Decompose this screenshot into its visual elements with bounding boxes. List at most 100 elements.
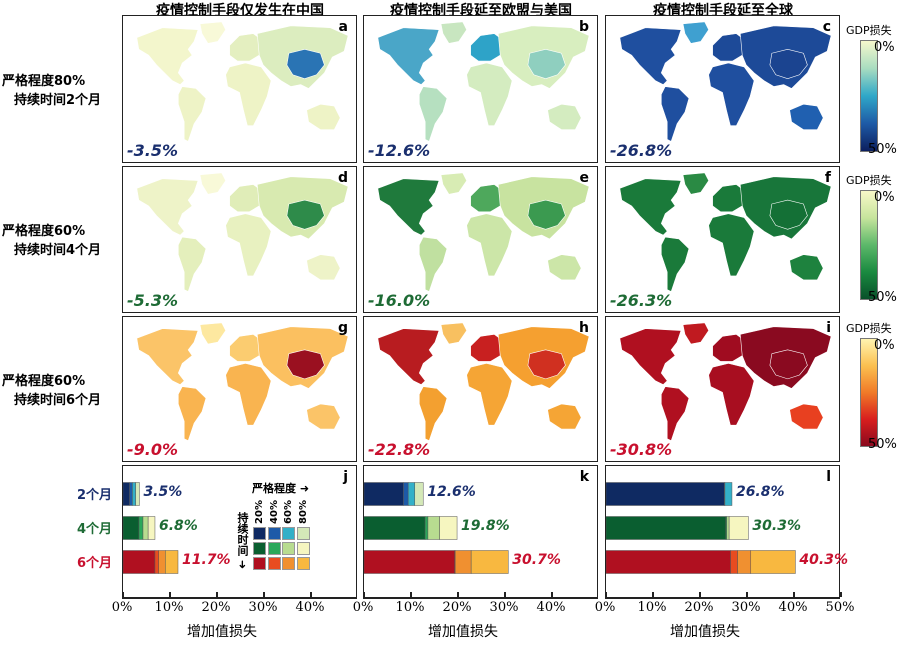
bar-segment-severity-20 — [606, 550, 731, 574]
bar-segment-severity-80 — [470, 550, 509, 574]
x-tick-label: 50% — [825, 600, 855, 615]
bar-chart — [123, 482, 179, 574]
region-europe — [470, 33, 503, 62]
region-australia — [547, 403, 582, 430]
region-north-america — [136, 178, 199, 236]
bar-segment-severity-60 — [132, 482, 136, 506]
region-africa — [708, 213, 755, 277]
region-greenland — [682, 172, 710, 195]
world-map — [136, 21, 349, 142]
region-australia — [547, 103, 582, 130]
gdp-loss-total: -22.8% — [368, 440, 431, 459]
map-panel-h: h -22.8% — [363, 316, 598, 462]
region-china — [286, 349, 325, 380]
region-australia — [789, 254, 824, 281]
x-tick — [216, 592, 218, 597]
region-australia — [789, 403, 824, 430]
bar-segment-severity-60 — [142, 516, 149, 540]
map-panel-g: g -9.0% — [122, 316, 357, 462]
bar-segment-severity-60 — [427, 516, 440, 540]
world-map — [619, 322, 832, 442]
x-tick — [410, 592, 412, 597]
bar-segment-severity-60 — [737, 550, 752, 574]
region-north-america — [377, 328, 440, 385]
x-tick-label: 40% — [778, 600, 808, 615]
colorbar-min-label: 0% — [874, 338, 895, 353]
map-panel-a: a -3.5% — [122, 15, 357, 163]
region-australia — [789, 103, 824, 130]
panel-letter: f — [824, 170, 831, 186]
legend-swatch — [253, 542, 266, 555]
region-australia — [306, 103, 341, 130]
region-africa — [708, 363, 755, 426]
region-south-america — [660, 236, 690, 292]
x-axis-line — [605, 597, 840, 599]
region-europe — [470, 334, 503, 362]
world-map — [377, 172, 590, 292]
region-africa — [225, 213, 272, 277]
colorbar — [860, 190, 878, 300]
x-tick-label: 30% — [489, 600, 519, 615]
bar-segment-severity-20 — [123, 550, 156, 574]
x-tick-label: 0% — [352, 600, 374, 615]
world-map — [377, 21, 590, 142]
bar-segment-severity-80 — [728, 516, 749, 540]
bar-panel-l: l 26.8% 30.3% 40.3% — [605, 465, 848, 597]
region-greenland — [682, 322, 710, 345]
bar-segment-severity-80 — [165, 550, 179, 574]
region-africa — [708, 62, 755, 127]
colorbar-max-label: 50% — [868, 290, 897, 305]
row-label-2: 严格程度60% 持续时间4个月 — [2, 222, 120, 260]
bar-segment-severity-80 — [439, 516, 458, 540]
legend-swatch — [253, 557, 266, 570]
region-china — [769, 349, 808, 380]
region-china — [769, 49, 808, 80]
gdp-loss-total: -5.3% — [127, 291, 179, 310]
row-duration: 持续时间6个月 — [14, 393, 102, 408]
bar-segment-severity-80 — [147, 516, 156, 540]
bar-total-label: 3.5% — [143, 484, 183, 500]
x-tick-label: 20% — [201, 600, 231, 615]
panel-letter: g — [337, 320, 348, 336]
x-tick-label: 20% — [442, 600, 472, 615]
legend-swatch — [267, 527, 281, 540]
region-south-america — [177, 86, 207, 142]
x-axis-label: 增加值损失 — [428, 624, 498, 640]
region-south-america — [418, 236, 448, 292]
bar-segment-severity-20 — [364, 550, 455, 574]
bar-chart — [606, 482, 796, 574]
x-tick-label: 20% — [684, 600, 714, 615]
gdp-loss-total: -16.0% — [368, 291, 431, 310]
x-tick — [551, 592, 553, 597]
bar-segment-severity-60 — [724, 482, 733, 506]
region-china — [527, 49, 566, 80]
x-tick-label: 40% — [295, 600, 325, 615]
bar-segment-severity-20 — [606, 516, 727, 540]
x-tick — [457, 592, 459, 597]
legend-swatch — [296, 527, 310, 540]
bar-total-label: 12.6% — [427, 484, 476, 500]
bar-segment-severity-20 — [123, 482, 130, 506]
gdp-loss-total: -26.3% — [610, 291, 673, 310]
panel-letter: k — [579, 469, 589, 485]
region-china — [286, 49, 325, 80]
colorbar-title: GDP损失 — [846, 174, 892, 187]
region-north-america — [136, 27, 199, 85]
region-africa — [466, 363, 513, 426]
world-map — [619, 172, 832, 292]
region-europe — [712, 334, 745, 362]
gdp-loss-total: -30.8% — [610, 440, 673, 459]
bar-segment-severity-40 — [403, 482, 409, 506]
region-south-america — [418, 386, 448, 442]
legend-severity-level: 80% — [297, 500, 309, 524]
region-greenland — [440, 21, 468, 44]
region-australia — [306, 403, 341, 430]
legend-severity-level: 20% — [254, 500, 265, 524]
legend-swatch — [296, 557, 310, 570]
bar-total-label: 30.3% — [752, 518, 801, 534]
bar-total-label: 40.3% — [799, 552, 848, 568]
colorbar-min-label: 0% — [874, 190, 895, 205]
region-north-america — [377, 27, 440, 85]
region-greenland — [199, 172, 227, 195]
legend-swatch — [282, 527, 295, 540]
